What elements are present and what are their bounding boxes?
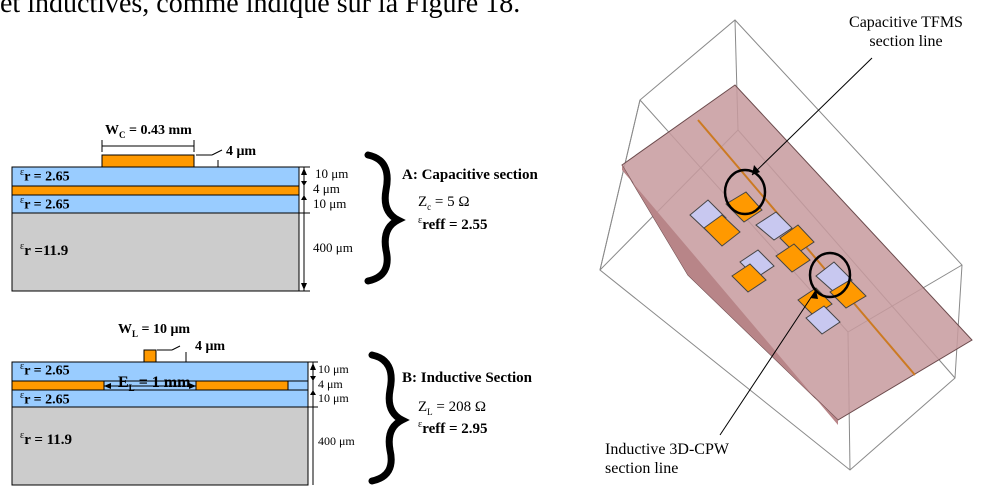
inductive-callout-label: Inductive 3D-CPW section line — [605, 441, 729, 477]
cap-dim-10-bottom: 10 μm — [313, 196, 347, 211]
cap-width-label: WC = 0.43 mm — [105, 123, 192, 140]
ind-silicon-substrate — [11, 406, 309, 486]
ind-impedance-label: ZL = 208 Ω — [418, 399, 487, 417]
ind-dim-4: 4 μm — [318, 377, 343, 391]
capacitive-callout-label: Capacitive TFMS section line — [849, 14, 963, 50]
cap-dim-400: 400 μm — [313, 240, 353, 255]
ind-dim-400: 400 μm — [318, 434, 355, 448]
3d-structure-view — [599, 19, 973, 471]
ind-ground-left — [11, 380, 105, 391]
ind-signal-strip — [143, 349, 157, 363]
ind-ground-right — [195, 380, 289, 391]
ind-section-title: B: Inductive Section — [402, 370, 533, 386]
ind-gap-label: EL = 1 mm — [118, 374, 191, 394]
cap-silicon-substrate — [11, 212, 300, 292]
cap-impedance-label: Zc = 5 Ω — [418, 194, 470, 212]
cap-dim-4: 4 μm — [313, 181, 340, 196]
cap-ground-metal-layer — [11, 185, 300, 196]
ind-strip-thickness-label: 4 μm — [195, 339, 226, 354]
ind-width-label: WL = 10 μm — [118, 322, 191, 339]
ind-brace — [368, 351, 410, 485]
cap-brace — [364, 151, 406, 285]
inductive-cross-section — [11, 345, 410, 486]
inductive-highlight-circle — [808, 251, 852, 299]
cap-substrate-eps-label: εr =11.9 — [20, 241, 69, 259]
cap-section-title: A: Capacitive section — [402, 167, 538, 183]
ind-eff-permittivity-label: εreff = 2.95 — [418, 419, 488, 437]
capacitive-leader-line — [751, 57, 873, 176]
cap-dim-10-top: 10 μm — [315, 166, 349, 181]
capacitive-cross-section — [11, 140, 406, 292]
ind-substrate-eps-label: εr = 11.9 — [20, 430, 73, 448]
inductive-leader-line — [719, 289, 817, 436]
ind-dim-10-top: 10 μm — [318, 362, 349, 376]
ind-layer1-eps-label: εr = 2.65 — [20, 361, 70, 379]
cap-eff-permittivity-label: εreff = 2.55 — [418, 215, 488, 233]
intro-text-fragment: et inductives, comme indiqué sur la Figu… — [0, 0, 521, 19]
ind-layer2-eps-label: εr = 2.65 — [20, 390, 70, 408]
cap-layer1-eps-label: εr = 2.65 — [20, 167, 70, 185]
ind-dim-10-bottom: 10 μm — [318, 391, 349, 405]
cap-signal-strip — [101, 154, 195, 168]
cap-layer2-eps-label: εr = 2.65 — [20, 195, 70, 213]
cross-section-diagrams — [11, 140, 410, 486]
3d-pads — [689, 191, 867, 335]
capacitive-highlight-circle — [723, 168, 767, 216]
cap-strip-thickness-label: 4 μm — [226, 144, 257, 159]
